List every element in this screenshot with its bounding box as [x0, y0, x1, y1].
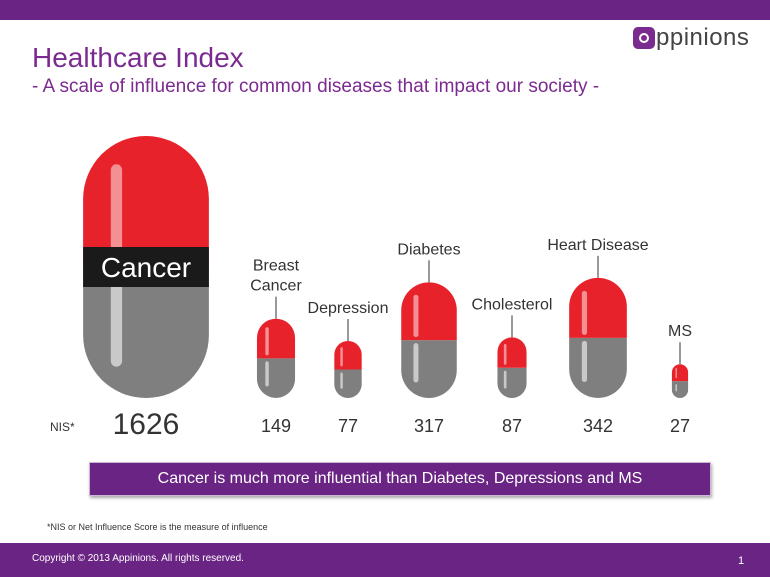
category-label-breast-cancer-line-2: Cancer [250, 278, 302, 295]
pill-highlight-top-depression [340, 347, 343, 367]
pill-bottom-cholesterol [497, 367, 527, 398]
conclusion-banner: Cancer is much more influential than Dia… [89, 462, 711, 496]
pill-heart-disease [569, 277, 627, 399]
pill-cancer [83, 136, 209, 398]
pill-highlight-bottom-cholesterol [503, 370, 507, 389]
pill-ms [671, 364, 689, 398]
pill-highlight-top-ms [675, 367, 677, 379]
pill-highlight-top-diabetes [413, 294, 419, 338]
category-label-depression: Depression [308, 300, 389, 317]
page-number: 1 [738, 555, 745, 567]
pill-diabetes [401, 282, 457, 398]
pill-highlight-top-breast-cancer [265, 327, 269, 356]
pill-top-diabetes [401, 282, 457, 341]
pill-top-ms [671, 364, 689, 382]
category-label-ms: MS [668, 323, 692, 340]
pill-bottom-diabetes [401, 340, 457, 398]
appinions-logo: ppinions [633, 24, 749, 52]
value-label-diabetes: 317 [414, 416, 444, 436]
pill-bottom-breast-cancer [256, 358, 296, 398]
category-label-breast-cancer-line-1: Breast [253, 258, 300, 275]
pill-highlight-top-cholesterol [503, 343, 507, 365]
category-label-diabetes: Diabetes [397, 241, 460, 258]
nis-axis-label: NIS* [50, 420, 75, 434]
pill-highlight-bottom-cancer [110, 270, 123, 367]
pill-highlight-bottom-depression [340, 372, 343, 389]
pill-top-breast-cancer [256, 318, 296, 359]
page-subtitle: - A scale of influence for common diseas… [32, 76, 600, 97]
category-label-heart-disease: Heart Disease [547, 237, 648, 254]
category-label-cancer: Cancer [101, 252, 191, 283]
copyright-text: Copyright © 2013 Appinions. All rights r… [32, 553, 244, 564]
pill-breast-cancer [256, 318, 296, 398]
pill-highlight-bottom-heart-disease [581, 340, 588, 383]
pill-cholesterol [497, 337, 527, 398]
pill-highlight-top-cancer [110, 164, 123, 264]
page-title: Healthcare Index [32, 42, 244, 73]
category-label-cholesterol: Cholesterol [472, 296, 553, 313]
value-label-depression: 77 [338, 416, 358, 436]
pill-depression [334, 340, 362, 398]
logo-text: ppinions [656, 24, 750, 51]
pill-bottom-heart-disease [569, 337, 627, 399]
pill-highlight-top-heart-disease [581, 290, 588, 335]
pill-bottom-depression [334, 369, 362, 398]
logo-mark-icon [633, 27, 655, 49]
pill-top-cholesterol [497, 337, 527, 368]
value-label-heart-disease: 342 [583, 416, 613, 436]
pill-top-depression [334, 340, 362, 370]
healthcare-index-chart: Cancer 1626 Breast Cancer 149 Depression 77 Dia… [83, 136, 692, 441]
footnote: *NIS or Net Influence Score is the measu… [47, 522, 268, 532]
value-label-ms: 27 [670, 416, 690, 436]
pill-highlight-bottom-diabetes [413, 343, 419, 383]
footer-bar [0, 543, 770, 577]
value-label-cancer: 1626 [113, 408, 180, 441]
cancer-label-band [83, 247, 209, 287]
pill-highlight-bottom-ms [675, 384, 677, 392]
value-label-cholesterol: 87 [502, 416, 522, 436]
top-bar [0, 0, 770, 20]
pill-top-heart-disease [569, 277, 627, 338]
pill-highlight-bottom-breast-cancer [265, 361, 269, 387]
value-label-breast-cancer: 149 [261, 416, 291, 436]
pill-bottom-ms [671, 381, 689, 398]
